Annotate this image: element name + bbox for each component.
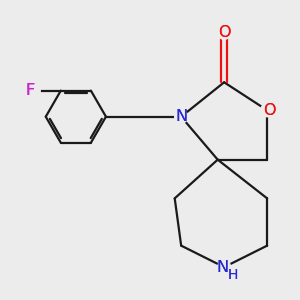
Circle shape [175, 110, 188, 123]
Text: N: N [217, 260, 229, 274]
Circle shape [26, 84, 39, 97]
Circle shape [218, 261, 231, 274]
Text: O: O [218, 26, 230, 40]
Text: N: N [175, 109, 187, 124]
Text: H: H [227, 268, 238, 282]
Text: O: O [263, 103, 276, 118]
Text: H: H [227, 268, 238, 282]
Text: F: F [25, 83, 34, 98]
Circle shape [261, 104, 274, 117]
Text: F: F [25, 83, 34, 98]
Text: O: O [218, 26, 230, 40]
Circle shape [218, 26, 231, 39]
Text: N: N [175, 109, 187, 124]
Text: N: N [217, 260, 229, 274]
Text: F: F [25, 83, 34, 98]
Circle shape [26, 83, 40, 98]
Text: O: O [263, 103, 276, 118]
